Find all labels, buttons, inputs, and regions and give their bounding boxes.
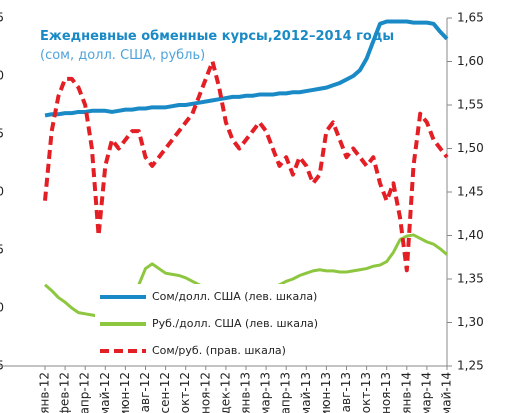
y2-tick-label: 1,50 xyxy=(457,141,484,155)
y2-tick-label: 1,45 xyxy=(457,185,484,199)
y-tick-label: 35 xyxy=(0,243,4,257)
y-tick-label: 50 xyxy=(0,69,4,83)
x-tick-label: окт-12 xyxy=(178,372,192,413)
x-tick-label: дек-12 xyxy=(218,372,232,413)
x-tick-label: ноя-12 xyxy=(198,372,212,413)
legend: Сом/долл. США (лев. шкала) Руб./долл. США… xyxy=(95,284,357,360)
y-tick-label: 30 xyxy=(0,301,4,315)
x-tick-label: апр-13 xyxy=(279,372,293,413)
x-tick-label: авг-12 xyxy=(138,372,152,412)
legend-label: Сом/долл. США (лев. шкала) xyxy=(152,290,317,303)
x-tick-label: май-14 xyxy=(440,372,454,413)
x-tick-label: янв-14 xyxy=(399,372,413,413)
y2-tick-label: 1,55 xyxy=(457,98,484,112)
x-tick-label: апр-12 xyxy=(78,372,92,413)
x-tick-label: авг-13 xyxy=(339,372,353,412)
x-tick-label: ноя-13 xyxy=(379,372,393,413)
y2-tick-label: 1,40 xyxy=(457,228,484,242)
y2-tick-label: 1,65 xyxy=(457,11,484,25)
chart-title: Ежедневные обменные курсы,2012–2014 годы xyxy=(40,29,395,44)
x-tick-label: янв-12 xyxy=(38,372,52,413)
x-tick-label: сен-12 xyxy=(158,372,172,413)
series-line xyxy=(43,59,449,273)
x-tick-label: июн-13 xyxy=(319,372,333,413)
y-tick-label: 55 xyxy=(0,11,4,25)
title-block: Ежедневные обменные курсы,2012–2014 годы… xyxy=(40,27,412,65)
x-tick-label: мар-13 xyxy=(259,372,273,413)
x-tick-label: июн-12 xyxy=(118,372,132,413)
y2-tick-label: 1,35 xyxy=(457,272,484,286)
x-tick-label: окт-13 xyxy=(359,372,373,413)
x-tick-label: май-12 xyxy=(98,372,112,413)
x-tick-label: май-13 xyxy=(299,372,313,413)
x-tick-label: мар-14 xyxy=(419,372,433,413)
y2-tick-label: 1,30 xyxy=(457,315,484,329)
legend-label: Руб./долл. США (лев. шкала) xyxy=(152,317,318,330)
x-tick-label: фев-12 xyxy=(58,372,72,413)
y2-tick-label: 1,25 xyxy=(457,359,484,373)
chart-subtitle: (сом, долл. США, рубль) xyxy=(40,48,206,63)
x-tick-label: янв-13 xyxy=(239,372,253,413)
y2-tick-label: 1,60 xyxy=(457,54,484,68)
y-tick-label: 40 xyxy=(0,185,4,199)
y-tick-label: 45 xyxy=(0,127,4,141)
legend-label: Сом/руб. (прав. шкала) xyxy=(152,344,286,357)
series-line xyxy=(44,19,449,118)
